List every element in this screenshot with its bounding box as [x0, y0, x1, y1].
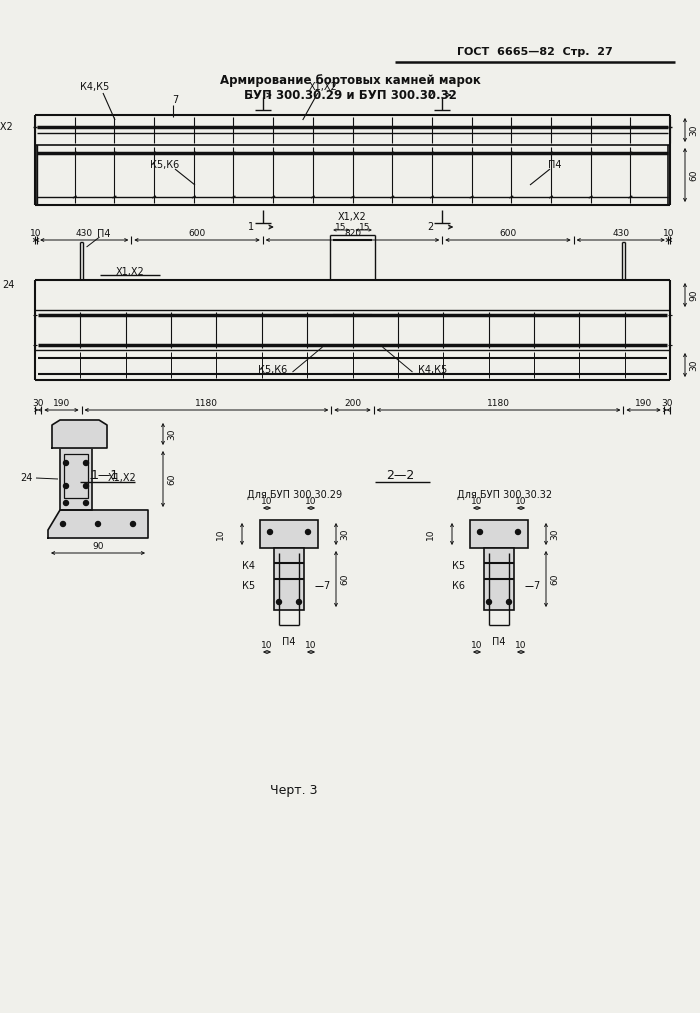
Text: 1: 1	[248, 90, 254, 100]
Text: К4,К5: К4,К5	[418, 365, 447, 375]
Text: Для БУП 300.30.32: Для БУП 300.30.32	[457, 490, 552, 500]
Text: 200: 200	[344, 398, 361, 407]
Text: 7: 7	[533, 581, 539, 591]
Text: 10: 10	[261, 496, 273, 505]
Text: Черт. 3: Черт. 3	[270, 783, 318, 796]
Text: 7: 7	[323, 581, 329, 591]
Text: П4: П4	[97, 229, 111, 239]
Text: 10: 10	[426, 528, 435, 540]
Text: К4: К4	[242, 561, 255, 571]
Text: К5,К6: К5,К6	[150, 160, 180, 170]
Text: 10: 10	[305, 496, 316, 505]
Circle shape	[83, 461, 88, 466]
Text: 15: 15	[335, 223, 346, 232]
Text: 30: 30	[550, 528, 559, 540]
Text: 30: 30	[690, 360, 699, 371]
Circle shape	[515, 530, 521, 535]
Text: П4: П4	[548, 160, 561, 170]
Text: ГОСТ  6665—82  Стр.  27: ГОСТ 6665—82 Стр. 27	[457, 47, 613, 57]
Text: 1180: 1180	[487, 398, 510, 407]
Text: 1—1: 1—1	[91, 468, 119, 481]
Text: 820: 820	[344, 229, 361, 237]
Text: Для БУП 300.30.29: Для БУП 300.30.29	[247, 490, 342, 500]
Text: Х1,Х2: Х1,Х2	[0, 122, 13, 132]
Text: 30: 30	[340, 528, 349, 540]
Text: К5: К5	[452, 561, 465, 571]
Bar	[470, 520, 528, 548]
Text: 7: 7	[172, 95, 178, 105]
Text: 10: 10	[216, 528, 225, 540]
Text: 24: 24	[20, 473, 33, 483]
Bar	[484, 548, 514, 610]
Text: 30: 30	[690, 125, 699, 136]
Text: 2: 2	[427, 222, 433, 232]
Polygon shape	[52, 420, 107, 448]
Circle shape	[477, 530, 482, 535]
Text: 10: 10	[261, 640, 273, 649]
Text: 190: 190	[635, 398, 652, 407]
Text: 2—2: 2—2	[386, 468, 414, 481]
Text: П4: П4	[492, 637, 505, 647]
Circle shape	[64, 500, 69, 505]
Circle shape	[507, 600, 512, 605]
Text: 30: 30	[661, 398, 673, 407]
Text: 430: 430	[612, 229, 629, 237]
Bar	[60, 448, 92, 510]
Text: Х1,Х2: Х1,Х2	[338, 212, 367, 222]
Text: 10: 10	[471, 640, 483, 649]
Bar	[64, 454, 88, 498]
Circle shape	[276, 600, 281, 605]
Circle shape	[305, 530, 311, 535]
Text: 60: 60	[550, 573, 559, 585]
Text: 2: 2	[427, 90, 433, 100]
Circle shape	[267, 530, 272, 535]
Circle shape	[83, 500, 88, 505]
Text: 10: 10	[305, 640, 316, 649]
Text: 60: 60	[340, 573, 349, 585]
Circle shape	[83, 483, 88, 488]
Circle shape	[60, 522, 66, 527]
Text: К5: К5	[242, 581, 255, 591]
Text: 90: 90	[690, 290, 699, 301]
Text: 90: 90	[92, 542, 104, 550]
Circle shape	[486, 600, 491, 605]
Circle shape	[297, 600, 302, 605]
Polygon shape	[48, 510, 148, 538]
Text: Х1,Х2: Х1,Х2	[116, 267, 144, 277]
Text: 30: 30	[32, 398, 44, 407]
Bar	[274, 548, 304, 610]
Text: 30: 30	[167, 428, 176, 440]
Bar	[260, 520, 318, 548]
Text: 1180: 1180	[195, 398, 218, 407]
Text: 60: 60	[690, 169, 699, 180]
Text: 10: 10	[515, 496, 526, 505]
Text: П4: П4	[282, 637, 295, 647]
Text: БУП 300.30.29 и БУП 300.30.32: БУП 300.30.29 и БУП 300.30.32	[244, 88, 456, 101]
Text: 190: 190	[52, 398, 70, 407]
Text: 10: 10	[663, 229, 675, 237]
Text: 10: 10	[515, 640, 526, 649]
Text: 15: 15	[358, 223, 370, 232]
Text: 24: 24	[3, 280, 15, 290]
Text: 600: 600	[188, 229, 206, 237]
Text: Армирование бортовых камней марок: Армирование бортовых камней марок	[220, 74, 480, 86]
Circle shape	[64, 483, 69, 488]
Text: 1: 1	[248, 222, 254, 232]
Circle shape	[64, 461, 69, 466]
Circle shape	[95, 522, 101, 527]
Text: 600: 600	[499, 229, 517, 237]
Text: 10: 10	[471, 496, 483, 505]
Text: К4,К5: К4,К5	[80, 82, 110, 92]
Text: 430: 430	[76, 229, 93, 237]
Text: Х1,Х2: Х1,Х2	[308, 82, 337, 92]
Text: К6: К6	[452, 581, 465, 591]
Text: Х1,Х2: Х1,Х2	[108, 473, 136, 483]
Text: К5,К6: К5,К6	[258, 365, 287, 375]
Text: 60: 60	[167, 473, 176, 485]
Circle shape	[130, 522, 136, 527]
Text: 10: 10	[30, 229, 42, 237]
